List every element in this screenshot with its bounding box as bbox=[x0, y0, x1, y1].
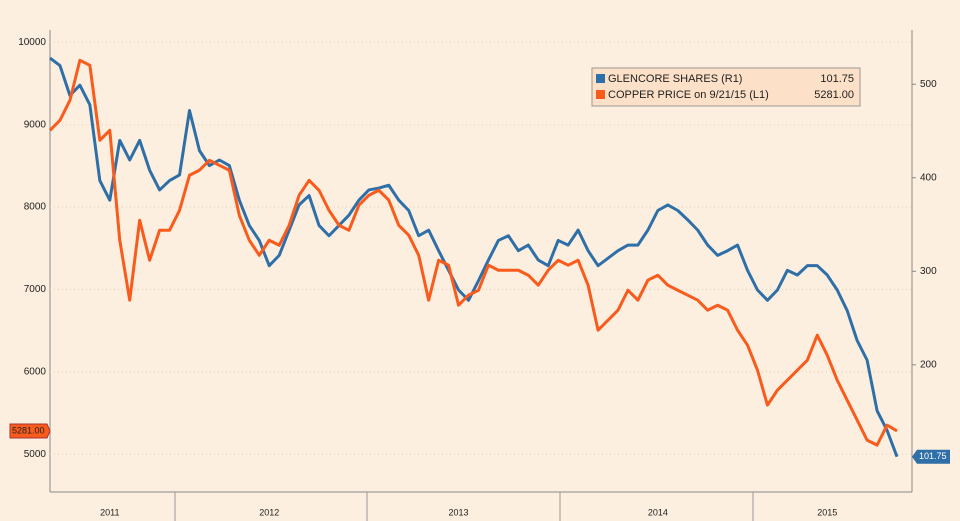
x-tick-label: 2013 bbox=[449, 507, 469, 517]
y-tick-label: 10000 bbox=[18, 37, 46, 48]
series-line bbox=[48, 58, 898, 447]
x-tick-label: 2012 bbox=[259, 507, 279, 517]
y-tick-label: 9000 bbox=[24, 119, 47, 130]
x-tick-label: 2015 bbox=[817, 507, 837, 517]
legend-swatch bbox=[596, 90, 605, 99]
y-tick-label: 7000 bbox=[24, 284, 47, 295]
last-value-tag bbox=[9, 423, 51, 439]
y-tick-label: 5000 bbox=[24, 449, 47, 460]
y2-tick-label: 200 bbox=[920, 359, 937, 370]
y2-tick-label: 300 bbox=[920, 266, 937, 277]
y2-tick-label: 400 bbox=[920, 172, 937, 183]
x-tick-label: 2011 bbox=[100, 507, 119, 517]
legend-label: COPPER PRICE on 9/21/15 (L1) bbox=[608, 89, 769, 101]
legend-swatch bbox=[596, 74, 605, 83]
legend-label: GLENCORE SHARES (R1) bbox=[608, 73, 742, 85]
legend-value: 101.75 bbox=[820, 73, 854, 85]
x-tick-label: 2014 bbox=[648, 507, 668, 517]
last-value-label: 5281.00 bbox=[12, 425, 45, 435]
legend-box bbox=[591, 67, 861, 107]
last-value-tag bbox=[912, 449, 950, 464]
legend-value: 5281.00 bbox=[814, 89, 854, 101]
series-line bbox=[49, 56, 899, 458]
y-tick-label: 8000 bbox=[24, 202, 47, 213]
last-value-label: 101.75 bbox=[919, 451, 947, 461]
y-tick-label: 6000 bbox=[24, 366, 47, 377]
y2-tick-label: 500 bbox=[920, 79, 937, 90]
